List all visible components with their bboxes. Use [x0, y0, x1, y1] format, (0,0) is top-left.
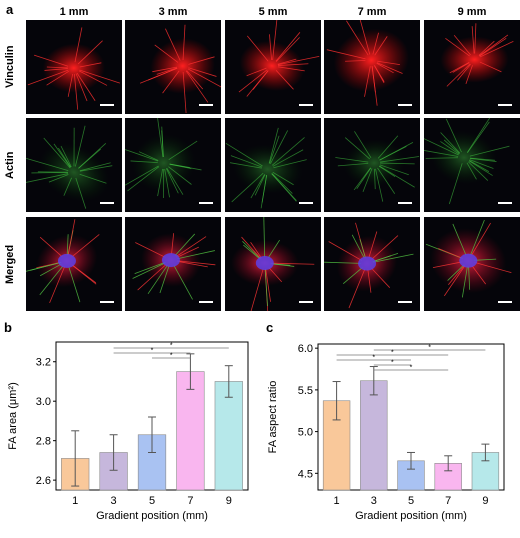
- panel-c-label: c: [266, 320, 274, 335]
- x-tick-label: 3: [111, 495, 117, 507]
- x-tick-label: 3: [371, 495, 377, 507]
- micrograph-vinculin-5mm: [225, 20, 321, 114]
- significance-star: *: [428, 345, 431, 352]
- scale-bar: [398, 301, 412, 303]
- chart-c: 1 3 5 7 9 4.5 5.0 5.5 6.0 * * * * * Gradient position …: [262, 330, 520, 538]
- micrograph-vinculin-1mm: [26, 20, 122, 114]
- y-tick-label: 4.5: [298, 468, 313, 480]
- y-tick-label: 5.0: [298, 427, 313, 439]
- chart-b: 1 3 5 7 9 2.6 2.8 3.0 3.2 * * * Gradient position (m…: [0, 330, 262, 538]
- x-tick-label: 1: [334, 495, 340, 507]
- panel-b-label: b: [4, 320, 12, 335]
- column-header-7mm: 7 mm: [357, 6, 387, 18]
- scale-bar: [100, 104, 114, 106]
- y-tick-label: 3.0: [36, 396, 51, 408]
- scale-bar: [100, 202, 114, 204]
- micrograph-actin-1mm: [26, 118, 122, 212]
- significance-star: *: [151, 348, 154, 355]
- y-tick-label: 2.8: [36, 436, 51, 448]
- micrograph-merged-7mm: [324, 217, 420, 311]
- row-header-actin: Actin: [4, 151, 16, 179]
- significance-star: *: [372, 355, 375, 362]
- chart-c-svg: 1 3 5 7 9 4.5 5.0 5.5 6.0 * * * * * Gradient position …: [267, 343, 505, 522]
- error-bar-1: [332, 381, 341, 421]
- micrograph-actin-7mm: [324, 118, 420, 212]
- error-bar-5: [148, 416, 156, 454]
- column-header-3mm: 3 mm: [158, 6, 188, 18]
- x-tick-label: 5: [149, 495, 155, 507]
- micrograph-actin-3mm: [125, 118, 221, 212]
- significance-star: *: [170, 353, 173, 360]
- micrograph-vinculin-3mm: [125, 20, 221, 114]
- significance-star: *: [170, 343, 173, 350]
- scale-bar: [398, 202, 412, 204]
- significance-star: *: [391, 360, 394, 367]
- error-bar-5: [407, 451, 415, 470]
- error-bar-9: [224, 365, 233, 398]
- error-bar-7: [186, 353, 195, 390]
- scale-bar: [498, 202, 512, 204]
- micrograph-merged-3mm: [125, 217, 221, 311]
- column-header-5mm: 5 mm: [258, 6, 288, 18]
- error-bar-9: [481, 443, 490, 462]
- error-bar-3: [369, 366, 378, 396]
- micrograph-merged-5mm: [225, 217, 321, 311]
- micrograph-merged-1mm: [26, 217, 122, 311]
- x-axis-label: Gradient position (mm): [96, 510, 208, 522]
- micrograph-vinculin-7mm: [324, 20, 420, 114]
- y-tick-label: 3.2: [36, 357, 51, 369]
- y-tick-label: 6.0: [298, 343, 313, 355]
- x-tick-label: 9: [482, 495, 488, 507]
- x-tick-label: 9: [226, 495, 232, 507]
- y-tick-label: 5.5: [298, 385, 313, 397]
- row-header-vinculin: Vinculin: [4, 45, 16, 89]
- scale-bar: [498, 301, 512, 303]
- error-bar-3: [109, 434, 118, 471]
- chart-b-svg: 1 3 5 7 9 2.6 2.8 3.0 3.2 * * * Gradient position (m…: [7, 341, 249, 522]
- scale-bar: [299, 301, 313, 303]
- error-bar-1: [71, 430, 80, 487]
- micrograph-merged-9mm: [424, 217, 520, 311]
- panel-a-label: a: [6, 2, 14, 17]
- x-tick-label: 7: [445, 495, 451, 507]
- column-header-9mm: 9 mm: [457, 6, 487, 18]
- micrograph-actin-9mm: [424, 118, 520, 212]
- x-tick-label: 1: [72, 495, 78, 507]
- x-tick-label: 7: [187, 495, 193, 507]
- scale-bar: [299, 104, 313, 106]
- scale-bar: [199, 301, 213, 303]
- significance-star: *: [391, 350, 394, 357]
- y-axis-label: FA area (μm²): [7, 382, 19, 449]
- bar-9: [214, 381, 243, 491]
- y-axis-label: FA aspect ratio: [267, 381, 279, 454]
- micrograph-actin-5mm: [225, 118, 321, 212]
- x-axis-label: Gradient position (mm): [355, 510, 467, 522]
- scale-bar: [299, 202, 313, 204]
- significance-star: *: [410, 365, 413, 372]
- x-tick-label: 5: [408, 495, 414, 507]
- y-tick-label: 2.6: [36, 475, 51, 487]
- scale-bar: [199, 104, 213, 106]
- scale-bar: [398, 104, 412, 106]
- error-bar-7: [444, 455, 453, 472]
- micrograph-vinculin-9mm: [424, 20, 520, 114]
- scale-bar: [498, 104, 512, 106]
- row-header-merged: Merged: [4, 244, 16, 284]
- bar-3: [360, 380, 388, 491]
- scale-bar: [100, 301, 114, 303]
- scale-bar: [199, 202, 213, 204]
- column-header-1mm: 1 mm: [59, 6, 89, 18]
- bar-7: [176, 371, 205, 491]
